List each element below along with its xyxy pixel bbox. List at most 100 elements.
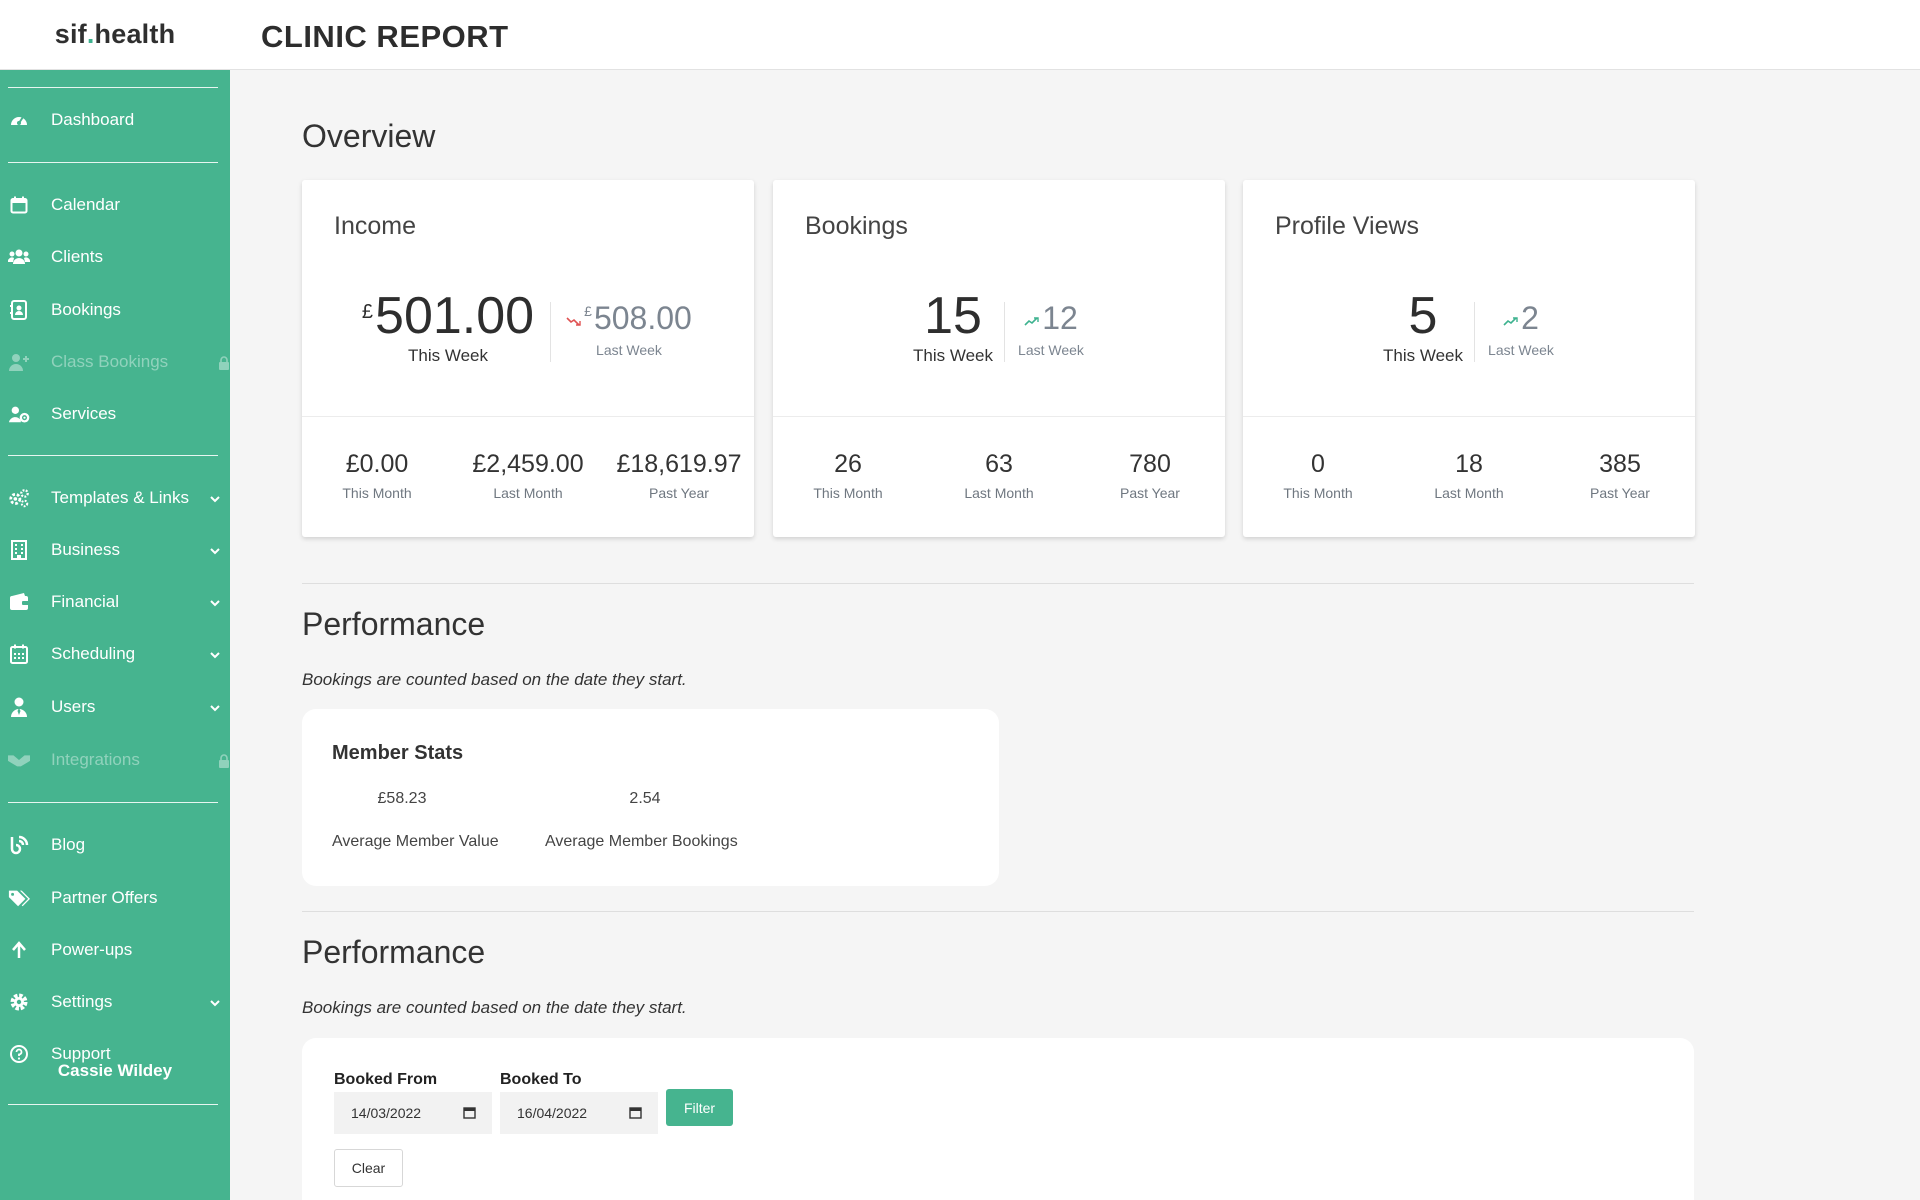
avg-member-value: £58.23 bbox=[377, 790, 427, 807]
stat-label: Past Year bbox=[649, 485, 709, 501]
stat-last-month: £2,459.00 Last Month bbox=[453, 450, 603, 501]
user-gear-icon bbox=[8, 404, 30, 424]
user-name[interactable]: Cassie Wildey bbox=[57, 1061, 173, 1080]
stat-label: Last Month bbox=[1434, 485, 1504, 501]
sidebar-item-bookings[interactable]: Bookings bbox=[0, 290, 230, 330]
sidebar-item-label: Dashboard bbox=[51, 110, 135, 129]
wallet-icon bbox=[8, 592, 30, 612]
clear-button[interactable]: Clear bbox=[334, 1149, 403, 1187]
sidebar-item-financial[interactable]: Financial bbox=[0, 582, 230, 622]
this-week-block: 15 This Week bbox=[903, 290, 1003, 366]
this-week-label: This Week bbox=[408, 346, 488, 365]
performance-title: Performance bbox=[302, 606, 486, 642]
last-week-amount: 12 bbox=[1042, 300, 1078, 336]
stat-value: £18,619.97 bbox=[616, 450, 742, 478]
sidebar-item-label: Financial bbox=[51, 592, 120, 611]
stat-label: Last Month bbox=[964, 485, 1034, 501]
booked-from-value: 14/03/2022 bbox=[351, 1105, 422, 1121]
sidebar-item-dashboard[interactable]: Dashboard bbox=[0, 100, 230, 140]
sidebar-item-label: Calendar bbox=[51, 195, 120, 214]
sidebar-item-label: Blog bbox=[51, 835, 86, 854]
booked-to-value: 16/04/2022 bbox=[517, 1105, 588, 1121]
stat-label: Past Year bbox=[1120, 485, 1180, 501]
stat-last-month: 18 Last Month bbox=[1394, 450, 1544, 501]
arrow-up-icon bbox=[8, 940, 30, 960]
calendar-icon[interactable] bbox=[463, 1106, 476, 1119]
chevron-down-icon bbox=[208, 543, 222, 557]
section-divider bbox=[302, 911, 1694, 912]
stat-value: £0.00 bbox=[345, 450, 409, 478]
sidebar-divider bbox=[8, 87, 218, 88]
building-icon bbox=[8, 540, 30, 560]
sidebar-item-services[interactable]: Services bbox=[0, 394, 230, 434]
sidebar-item-label: Power-ups bbox=[51, 940, 133, 959]
last-week-block: 2 Last Week bbox=[1481, 302, 1561, 358]
this-week-label: This Week bbox=[913, 346, 993, 365]
sidebar-item-users[interactable]: Users bbox=[0, 687, 230, 727]
stat-value: 780 bbox=[1129, 450, 1171, 478]
performance-note: Bookings are counted based on the date t… bbox=[302, 670, 687, 689]
profile-views-card: Profile Views 5 This Week 2 Last Week 0 … bbox=[1243, 180, 1695, 537]
stat-value: £2,459.00 bbox=[472, 450, 584, 478]
sif-health-logo[interactable]: sif. health bbox=[0, 0, 230, 70]
sidebar-item-power-ups[interactable]: Power-ups bbox=[0, 930, 230, 970]
card-title: Profile Views bbox=[1275, 212, 1420, 240]
sidebar-item-support[interactable]: Support bbox=[0, 1034, 230, 1074]
stat-past-year: 780 Past Year bbox=[1075, 450, 1225, 501]
logo-prefix: sif bbox=[54, 19, 87, 49]
filter-button[interactable]: Filter bbox=[666, 1089, 733, 1126]
sidebar-item-settings[interactable]: Settings bbox=[0, 982, 230, 1022]
users-icon bbox=[8, 247, 30, 267]
stat-value: 18 bbox=[1455, 450, 1483, 478]
sidebar-item-label: Bookings bbox=[51, 300, 121, 319]
this-week-value: 5 bbox=[1408, 287, 1438, 345]
trend-up-icon bbox=[1503, 316, 1518, 326]
currency-symbol: £ bbox=[361, 301, 374, 323]
logo-suffix: health bbox=[94, 19, 176, 49]
avg-member-bookings-label: Average Member Bookings bbox=[545, 833, 738, 850]
user-plus-icon bbox=[8, 352, 30, 372]
sidebar-item-scheduling[interactable]: Scheduling bbox=[0, 634, 230, 674]
stat-label: This Month bbox=[342, 485, 412, 501]
stat-value: 0 bbox=[1311, 450, 1325, 478]
sidebar-item-label: Class Bookings bbox=[51, 352, 169, 371]
sidebar-item-label: Services bbox=[51, 404, 117, 423]
stat-past-year: £18,619.97 Past Year bbox=[604, 450, 754, 501]
page-title: CLINIC REPORT bbox=[261, 18, 509, 54]
sidebar-item-label: Scheduling bbox=[51, 644, 136, 663]
this-week-value: £501.00 bbox=[358, 290, 538, 342]
sidebar-item-calendar[interactable]: Calendar bbox=[0, 185, 230, 225]
calendar-grid-icon bbox=[8, 644, 30, 664]
last-week-value: 12 bbox=[1011, 302, 1091, 334]
sidebar-item-label: Business bbox=[51, 540, 120, 559]
sidebar-item-label: Partner Offers bbox=[51, 888, 158, 907]
sidebar-item-clients[interactable]: Clients bbox=[0, 237, 230, 277]
last-week-label: Last Week bbox=[596, 342, 662, 358]
booked-to-date-input[interactable]: 16/04/2022 bbox=[500, 1092, 658, 1134]
this-week-value: 15 bbox=[924, 287, 982, 345]
tags-icon bbox=[8, 888, 30, 908]
sidebar-item-label: Settings bbox=[51, 992, 113, 1011]
sidebar-item-class-bookings: Class Bookings bbox=[0, 342, 230, 382]
last-week-block: 12 Last Week bbox=[1011, 302, 1091, 358]
chevron-down-icon bbox=[208, 595, 222, 609]
blog-icon bbox=[8, 835, 30, 855]
sidebar-item-partner-offers[interactable]: Partner Offers bbox=[0, 878, 230, 918]
sidebar-item-templates-links[interactable]: Templates & Links bbox=[0, 478, 230, 518]
sidebar-item-business[interactable]: Business bbox=[0, 530, 230, 570]
stat-value: 63 bbox=[985, 450, 1013, 478]
booked-from-date-input[interactable]: 14/03/2022 bbox=[334, 1092, 492, 1134]
stat-label: Past Year bbox=[1590, 485, 1650, 501]
booked-to-label: Booked To bbox=[500, 1071, 582, 1088]
trend-up-icon bbox=[1024, 316, 1039, 326]
calendar-icon[interactable] bbox=[629, 1106, 642, 1119]
booked-from-label: Booked From bbox=[334, 1071, 438, 1088]
last-week-amount: 2 bbox=[1521, 300, 1539, 336]
this-week-block: 5 This Week bbox=[1373, 290, 1473, 366]
card-top bbox=[773, 180, 1225, 417]
sidebar-item-blog[interactable]: Blog bbox=[0, 825, 230, 865]
card-title: Bookings bbox=[805, 212, 908, 240]
lock-icon bbox=[218, 753, 230, 768]
sidebar-item-label: Users bbox=[51, 697, 96, 716]
last-week-label: Last Week bbox=[1018, 342, 1084, 358]
